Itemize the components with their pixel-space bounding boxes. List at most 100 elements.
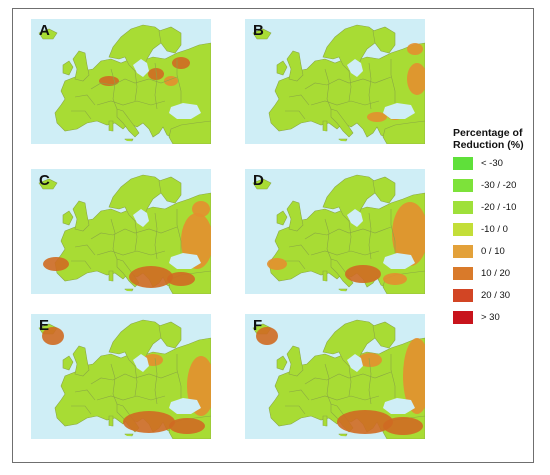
sea-area — [133, 209, 149, 227]
land-mass — [322, 174, 378, 222]
panel-label: B — [253, 22, 264, 39]
land-mass — [116, 108, 140, 138]
sea-area — [87, 129, 171, 144]
sea-area — [169, 398, 201, 414]
country-border — [310, 100, 380, 106]
europe-map-icon — [252, 319, 425, 439]
land-mass — [38, 28, 58, 40]
legend-swatch — [453, 289, 473, 302]
legend-item: -20 / -10 — [453, 201, 531, 214]
country-border — [176, 354, 182, 398]
legend: Percentage of Reduction (%) < -30 -30 / … — [453, 127, 531, 333]
reduction-hotspot — [43, 257, 69, 271]
country-border — [74, 244, 96, 256]
country-border — [324, 363, 332, 405]
sea-area — [347, 209, 363, 227]
land-mass — [108, 24, 164, 72]
legend-swatch — [453, 179, 473, 192]
country-border — [390, 209, 396, 253]
land-mass — [372, 176, 396, 204]
reduction-hotspot — [358, 353, 382, 367]
map-panel: A — [31, 19, 211, 144]
reduction-hotspot — [407, 43, 423, 55]
land-mass — [72, 50, 90, 82]
land-mass — [108, 319, 164, 367]
legend-label: 0 / 10 — [481, 246, 505, 257]
land-mass — [322, 120, 328, 132]
panel-label: C — [39, 172, 50, 189]
legend-label: -20 / -10 — [481, 202, 517, 213]
map-panel: E — [31, 314, 211, 439]
legend-swatch — [453, 245, 473, 258]
sea-area — [87, 424, 171, 439]
land-mass — [372, 321, 396, 349]
legend-swatch — [453, 157, 473, 170]
land-mass — [252, 178, 272, 190]
land-mass — [330, 108, 354, 138]
country-border — [368, 212, 372, 260]
europe-map-icon — [252, 174, 425, 294]
land-mass — [108, 270, 114, 282]
sea-area — [347, 59, 363, 77]
country-border — [304, 226, 392, 240]
country-border — [324, 218, 332, 260]
panel-label: F — [253, 317, 263, 334]
map-panel: D — [245, 169, 425, 294]
figure-frame: A B C D E F Percentage of Reduction (%) … — [12, 8, 534, 463]
country-border — [96, 100, 166, 106]
europe-map-icon — [38, 24, 211, 144]
legend-item: -10 / 0 — [453, 223, 531, 236]
country-border — [285, 110, 306, 120]
reduction-hotspot — [169, 418, 205, 434]
sea-area — [301, 424, 385, 439]
land-mass — [286, 345, 304, 377]
land-mass — [158, 26, 182, 54]
sea-area — [301, 279, 385, 294]
land-mass — [62, 210, 74, 226]
sea-area — [87, 279, 171, 294]
land-mass — [382, 120, 425, 144]
land-mass — [158, 321, 182, 349]
land-mass — [322, 24, 378, 72]
land-mass — [286, 200, 304, 232]
country-border — [134, 70, 138, 102]
country-border — [110, 218, 118, 260]
legend-item: 10 / 20 — [453, 267, 531, 280]
country-border — [288, 94, 310, 106]
reduction-hotspot — [129, 266, 173, 288]
reduction-hotspot — [267, 258, 287, 270]
legend-label: 10 / 20 — [481, 268, 511, 279]
country-border — [96, 395, 166, 401]
panel-label: E — [39, 317, 50, 334]
country-border — [154, 62, 158, 110]
reduction-hotspot — [167, 272, 195, 286]
land-mass — [322, 319, 378, 367]
country-border — [348, 220, 352, 252]
legend-item: > 30 — [453, 311, 531, 324]
country-border — [71, 260, 92, 270]
sea-area — [347, 354, 363, 372]
country-border — [348, 365, 352, 397]
country-border — [74, 94, 96, 106]
land-mass — [38, 178, 58, 190]
reduction-hotspot — [337, 410, 393, 434]
panel-label: A — [39, 22, 50, 39]
map-panel: F — [245, 314, 425, 439]
legend-item: -30 / -20 — [453, 179, 531, 192]
reduction-hotspot — [192, 201, 210, 217]
legend-label: -30 / -20 — [481, 180, 517, 191]
land-mass — [276, 355, 288, 371]
reduction-hotspot — [383, 273, 407, 285]
land-mass — [276, 210, 288, 226]
country-border — [110, 68, 118, 110]
europe-map-icon — [38, 319, 211, 439]
land-mass — [372, 26, 396, 54]
country-border — [368, 357, 372, 405]
country-border — [324, 68, 332, 110]
legend-label: 20 / 30 — [481, 290, 511, 301]
reduction-hotspot — [172, 57, 190, 69]
land-mass — [108, 415, 114, 427]
land-mass — [108, 174, 164, 222]
legend-label: -10 / 0 — [481, 224, 508, 235]
sea-area — [133, 59, 149, 77]
